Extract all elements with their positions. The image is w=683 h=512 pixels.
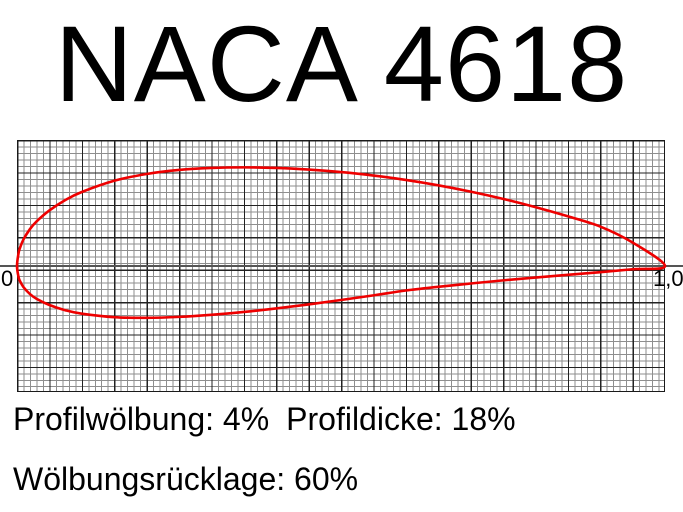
- axis-label-trailing-edge: 1,0: [653, 266, 683, 291]
- axis-label-leading-edge: 0: [1, 266, 14, 291]
- caption-row-1: Profilwölbung: 4% Profildicke: 18%: [13, 401, 516, 437]
- caption-camber: Profilwölbung: 4%: [13, 401, 270, 437]
- caption-camber-position: Wölbungsrücklage: 60%: [13, 461, 359, 497]
- caption-row-2: Wölbungsrücklage: 60%: [13, 461, 358, 497]
- page-title: NACA 4618: [54, 3, 629, 124]
- chord-axis-line: [0, 265, 683, 267]
- caption-thickness: Profildicke: 18%: [286, 401, 516, 437]
